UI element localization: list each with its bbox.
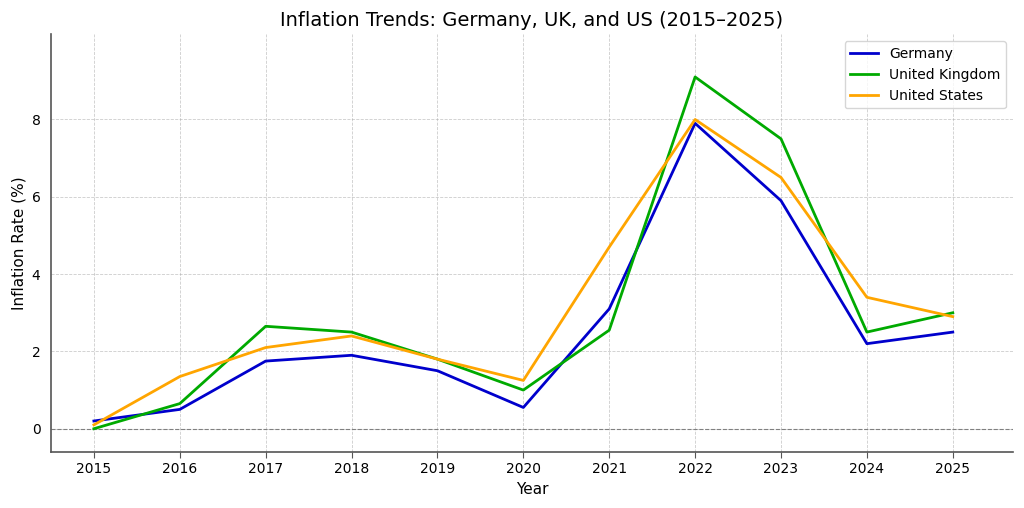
- Germany: [689, 120, 701, 126]
- United Kingdom: [517, 387, 529, 393]
- Legend: Germany, United Kingdom, United States: Germany, United Kingdom, United States: [845, 41, 1006, 108]
- Germany: [946, 329, 958, 335]
- United Kingdom: [174, 400, 186, 406]
- United States: [689, 116, 701, 122]
- Germany: [603, 306, 615, 312]
- United Kingdom: [431, 356, 443, 362]
- Line: United Kingdom: United Kingdom: [94, 77, 952, 429]
- United States: [946, 313, 958, 320]
- United States: [174, 373, 186, 379]
- United Kingdom: [603, 327, 615, 333]
- United Kingdom: [775, 136, 787, 142]
- Germany: [775, 198, 787, 204]
- Germany: [88, 418, 100, 424]
- United Kingdom: [345, 329, 357, 335]
- United States: [88, 422, 100, 428]
- Germany: [345, 352, 357, 358]
- United Kingdom: [259, 323, 271, 329]
- Germany: [259, 358, 271, 364]
- United States: [259, 344, 271, 351]
- Germany: [431, 368, 443, 374]
- United States: [345, 333, 357, 339]
- United Kingdom: [88, 426, 100, 432]
- Line: Germany: Germany: [94, 123, 952, 421]
- Germany: [861, 341, 873, 347]
- United States: [775, 174, 787, 180]
- Y-axis label: Inflation Rate (%): Inflation Rate (%): [11, 176, 26, 310]
- United Kingdom: [946, 310, 958, 316]
- Germany: [517, 404, 529, 410]
- Germany: [174, 406, 186, 412]
- United States: [603, 244, 615, 250]
- United States: [517, 377, 529, 384]
- Line: United States: United States: [94, 119, 952, 425]
- Title: Inflation Trends: Germany, UK, and US (2015–2025): Inflation Trends: Germany, UK, and US (2…: [281, 11, 783, 30]
- United Kingdom: [861, 329, 873, 335]
- United States: [861, 294, 873, 300]
- United Kingdom: [689, 74, 701, 80]
- United States: [431, 356, 443, 362]
- X-axis label: Year: Year: [516, 482, 548, 497]
